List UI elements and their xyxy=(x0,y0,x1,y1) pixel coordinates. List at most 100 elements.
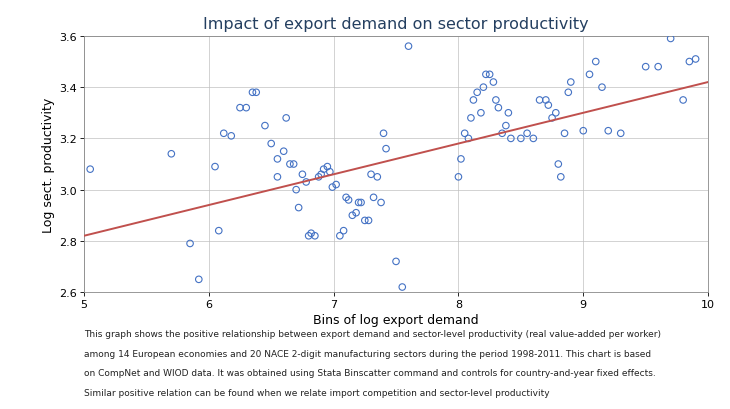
Point xyxy=(590,59,602,66)
Point xyxy=(166,151,177,157)
Point xyxy=(353,200,364,206)
Point xyxy=(480,72,492,79)
Point xyxy=(309,233,320,240)
Point xyxy=(343,197,355,204)
Point xyxy=(690,56,702,63)
Point xyxy=(534,97,545,104)
Point xyxy=(403,44,415,50)
Point xyxy=(359,218,371,224)
Point xyxy=(540,97,552,104)
Point xyxy=(477,85,489,91)
Point xyxy=(465,115,477,122)
Point xyxy=(521,130,533,137)
Point xyxy=(347,213,358,219)
Point xyxy=(472,90,483,97)
Point xyxy=(555,174,566,181)
Point xyxy=(338,228,350,234)
Point xyxy=(326,184,338,191)
Point xyxy=(266,141,277,147)
Point xyxy=(488,80,499,86)
Point xyxy=(247,90,258,97)
Point xyxy=(377,130,389,137)
Point xyxy=(528,136,539,142)
Point xyxy=(484,72,496,79)
Point xyxy=(340,195,352,201)
Point xyxy=(240,105,252,112)
Point xyxy=(334,233,346,240)
Point xyxy=(505,136,517,142)
Point xyxy=(363,218,374,224)
Point xyxy=(305,230,317,237)
Point xyxy=(85,166,96,173)
Point xyxy=(193,276,204,283)
Point xyxy=(665,36,677,43)
Point xyxy=(577,128,589,135)
Y-axis label: Log sect. productivity: Log sect. productivity xyxy=(42,97,55,232)
Point xyxy=(300,179,312,186)
Point xyxy=(475,110,487,117)
Point xyxy=(293,205,304,211)
Point xyxy=(350,210,362,216)
Point xyxy=(515,136,527,142)
Point xyxy=(315,171,327,178)
Point xyxy=(550,110,561,117)
Point xyxy=(278,148,290,155)
Point xyxy=(396,284,408,290)
Text: Similar positive relation can be found when we relate import competition and sec: Similar positive relation can be found w… xyxy=(84,388,550,397)
Point xyxy=(250,90,262,97)
Point xyxy=(459,130,471,137)
Point xyxy=(213,228,225,234)
Point xyxy=(259,123,271,130)
Point xyxy=(210,164,221,171)
Point xyxy=(330,182,342,188)
Point xyxy=(368,195,380,201)
Point xyxy=(596,85,608,91)
Point xyxy=(291,187,302,193)
Point xyxy=(562,90,574,97)
Point xyxy=(296,171,308,178)
Title: Impact of export demand on sector productivity: Impact of export demand on sector produc… xyxy=(203,16,589,31)
Point xyxy=(324,169,336,175)
Text: among 14 European economies and 20 NACE 2-digit manufacturing sectors during the: among 14 European economies and 20 NACE … xyxy=(84,349,651,358)
Point xyxy=(321,164,333,171)
Point xyxy=(558,130,570,137)
Point xyxy=(312,174,324,181)
Point xyxy=(356,200,367,206)
Point xyxy=(280,115,292,122)
Point xyxy=(288,161,299,168)
Point xyxy=(565,80,577,86)
Text: on CompNet and WIOD data. It was obtained using Stata Binscatter command and con: on CompNet and WIOD data. It was obtaine… xyxy=(84,369,656,378)
Point xyxy=(318,166,329,173)
Point xyxy=(284,161,296,168)
Point xyxy=(372,174,383,181)
Point xyxy=(493,105,504,112)
Point xyxy=(272,156,283,163)
Point xyxy=(584,72,596,79)
Point xyxy=(375,200,387,206)
Point xyxy=(502,110,514,117)
Point xyxy=(542,103,554,109)
Point xyxy=(490,97,502,104)
Point xyxy=(546,115,558,122)
Point xyxy=(468,97,480,104)
Point xyxy=(653,64,664,71)
Point xyxy=(226,133,237,140)
Point xyxy=(303,233,315,240)
Point xyxy=(553,161,564,168)
Point xyxy=(391,258,402,265)
Point xyxy=(602,128,614,135)
Text: This graph shows the positive relationship between export demand and sector-leve: This graph shows the positive relationsh… xyxy=(84,329,661,338)
X-axis label: Bins of log export demand: Bins of log export demand xyxy=(313,313,479,326)
Point xyxy=(677,97,689,104)
Point xyxy=(683,59,695,66)
Point xyxy=(380,146,392,153)
Point xyxy=(455,156,466,163)
Point xyxy=(496,130,508,137)
Point xyxy=(500,123,512,130)
Point xyxy=(463,136,474,142)
Point xyxy=(639,64,652,71)
Point xyxy=(218,130,230,137)
Point xyxy=(365,171,377,178)
Point xyxy=(234,105,246,112)
Point xyxy=(453,174,464,181)
